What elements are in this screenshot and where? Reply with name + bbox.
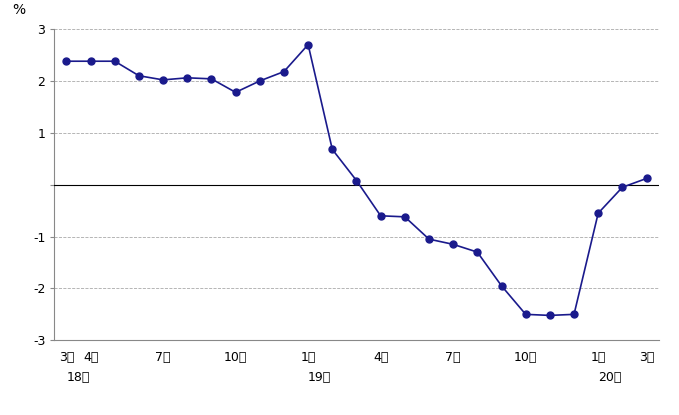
Text: %: % (12, 2, 25, 17)
Text: 1月: 1月 (300, 352, 316, 364)
Text: 4月: 4月 (83, 352, 98, 364)
Text: 7月: 7月 (445, 352, 461, 364)
Text: 10月: 10月 (224, 352, 247, 364)
Text: 20年: 20年 (598, 371, 621, 384)
Text: 3月: 3月 (639, 352, 655, 364)
Text: 10月: 10月 (514, 352, 537, 364)
Text: 7月: 7月 (155, 352, 171, 364)
Text: 19年: 19年 (308, 371, 331, 384)
Text: 1月: 1月 (591, 352, 606, 364)
Text: 4月: 4月 (373, 352, 388, 364)
Text: 3月: 3月 (58, 352, 74, 364)
Text: 18年: 18年 (67, 371, 90, 384)
